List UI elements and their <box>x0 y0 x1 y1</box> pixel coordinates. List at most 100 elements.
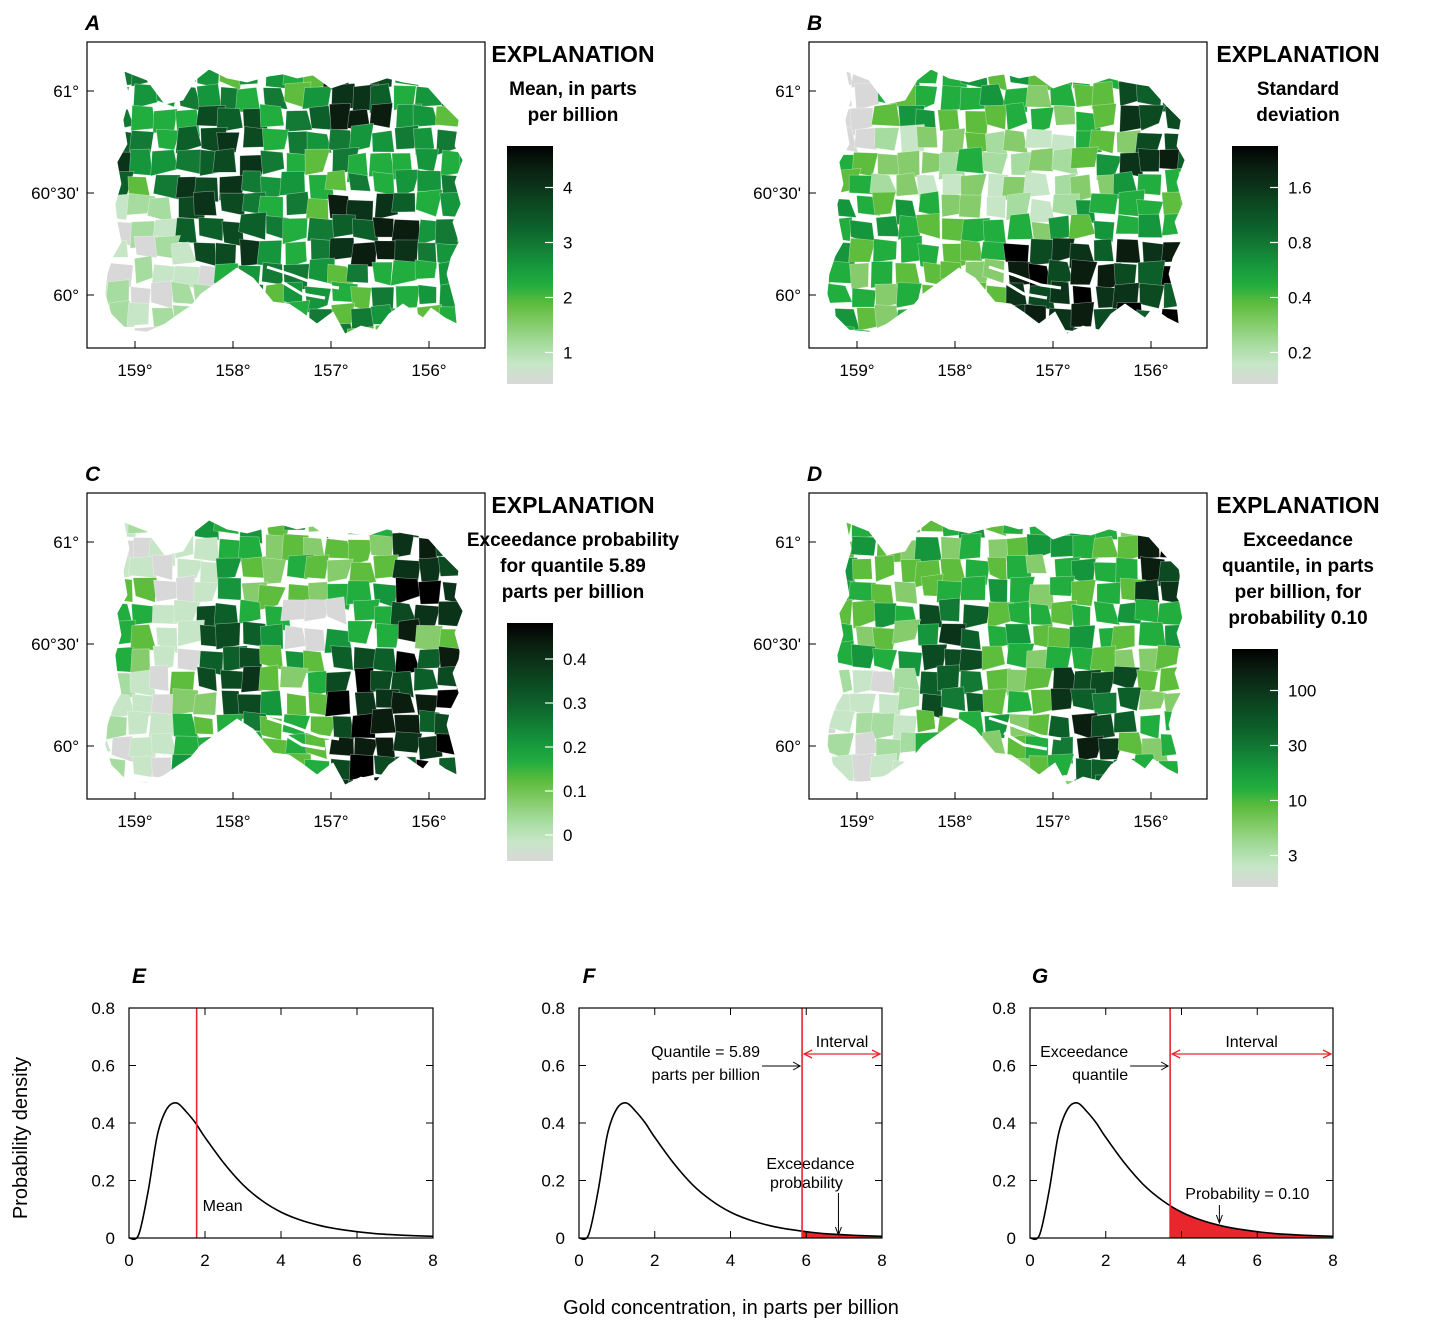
watershed <box>284 241 308 269</box>
legend-tick-label: 0.3 <box>563 694 587 713</box>
watershed <box>105 556 116 577</box>
watershed <box>126 302 150 327</box>
watershed <box>457 798 480 822</box>
watershed <box>304 285 332 314</box>
watershed <box>459 348 484 372</box>
watershed <box>132 577 158 603</box>
watershed <box>960 575 987 601</box>
watershed <box>1025 324 1055 334</box>
lon-label: 158° <box>215 812 250 831</box>
watershed <box>1113 262 1138 286</box>
watershed <box>1179 713 1185 741</box>
watershed <box>1028 147 1054 172</box>
x-tick-label: 0 <box>124 1251 133 1270</box>
lon-label: 158° <box>215 361 250 380</box>
watershed <box>221 491 248 514</box>
watershed <box>1176 534 1185 557</box>
watershed <box>457 709 463 733</box>
watershed <box>462 579 463 607</box>
density-panel-G: G 0 0.2 0.4 0.6 0.8 0 2 4 6 8 Interval Exceedance qua… <box>992 965 1337 1270</box>
watershed <box>875 328 896 334</box>
watershed <box>259 623 284 652</box>
watershed <box>850 643 877 669</box>
watershed <box>151 732 178 756</box>
watershed <box>347 539 375 567</box>
watershed <box>262 774 285 785</box>
watershed <box>484 734 510 761</box>
watershed <box>105 88 115 109</box>
lon-label: 156° <box>411 812 446 831</box>
watershed <box>1030 106 1055 135</box>
watershed <box>151 328 182 334</box>
watershed <box>238 646 263 668</box>
watershed <box>106 331 131 334</box>
watershed <box>347 172 371 192</box>
watershed <box>1113 758 1137 781</box>
watershed <box>827 128 839 156</box>
watershed <box>130 624 157 651</box>
watershed <box>1179 215 1185 241</box>
watershed <box>238 211 267 241</box>
watershed <box>461 40 485 62</box>
watershed <box>483 708 506 735</box>
watershed <box>370 707 397 735</box>
watershed <box>439 191 463 218</box>
interval-label: Interval <box>816 1034 868 1051</box>
watershed <box>261 261 284 286</box>
watershed <box>105 755 109 783</box>
watershed <box>150 280 173 310</box>
map-legend: EXPLANATION Exceedance quantile, in parts p… <box>1216 492 1380 887</box>
watershed <box>192 303 220 327</box>
watershed <box>151 604 181 625</box>
watershed <box>279 329 308 334</box>
watershed <box>850 782 879 785</box>
watershed <box>984 104 1007 130</box>
watershed <box>129 45 148 67</box>
watershed <box>351 353 377 378</box>
watershed <box>877 69 900 92</box>
watershed <box>827 644 837 668</box>
watershed <box>958 302 985 324</box>
map-frame <box>808 492 1208 800</box>
watershed <box>457 263 463 286</box>
watershed <box>913 536 943 563</box>
watershed <box>1139 282 1165 309</box>
watershed <box>1120 39 1145 62</box>
watershed <box>391 307 415 328</box>
interval-arrowhead-left <box>802 1049 813 1059</box>
watershed <box>1141 40 1168 63</box>
watershed <box>1093 220 1115 243</box>
legend-colorbar <box>507 623 553 861</box>
watershed <box>325 41 349 65</box>
watershed <box>1093 44 1118 68</box>
watershed <box>827 237 833 263</box>
watershed <box>1047 215 1070 240</box>
watershed <box>1089 645 1116 675</box>
watershed <box>482 106 509 130</box>
watershed <box>935 736 963 763</box>
watershed <box>1051 193 1080 218</box>
watershed <box>830 487 854 513</box>
watershed <box>1115 238 1141 264</box>
watershed <box>849 107 874 132</box>
watershed <box>938 597 961 622</box>
lat-label: 61° <box>53 82 79 101</box>
watershed <box>457 235 463 261</box>
watershed <box>1093 600 1121 626</box>
watershed <box>176 558 204 584</box>
watershed <box>459 150 463 179</box>
watershed <box>1180 350 1205 378</box>
watershed <box>984 130 1009 159</box>
watershed <box>283 300 311 330</box>
watershed <box>1201 688 1222 714</box>
watershed <box>827 108 831 134</box>
watershed <box>850 536 877 557</box>
watershed <box>464 600 490 628</box>
legend-tick-label: 0.8 <box>1288 234 1312 253</box>
watershed <box>955 146 985 174</box>
watershed <box>304 325 330 334</box>
watershed <box>869 172 899 195</box>
legend-title-line: quantile, in parts <box>1222 556 1374 577</box>
watershed <box>915 709 936 733</box>
watershed <box>436 69 461 89</box>
